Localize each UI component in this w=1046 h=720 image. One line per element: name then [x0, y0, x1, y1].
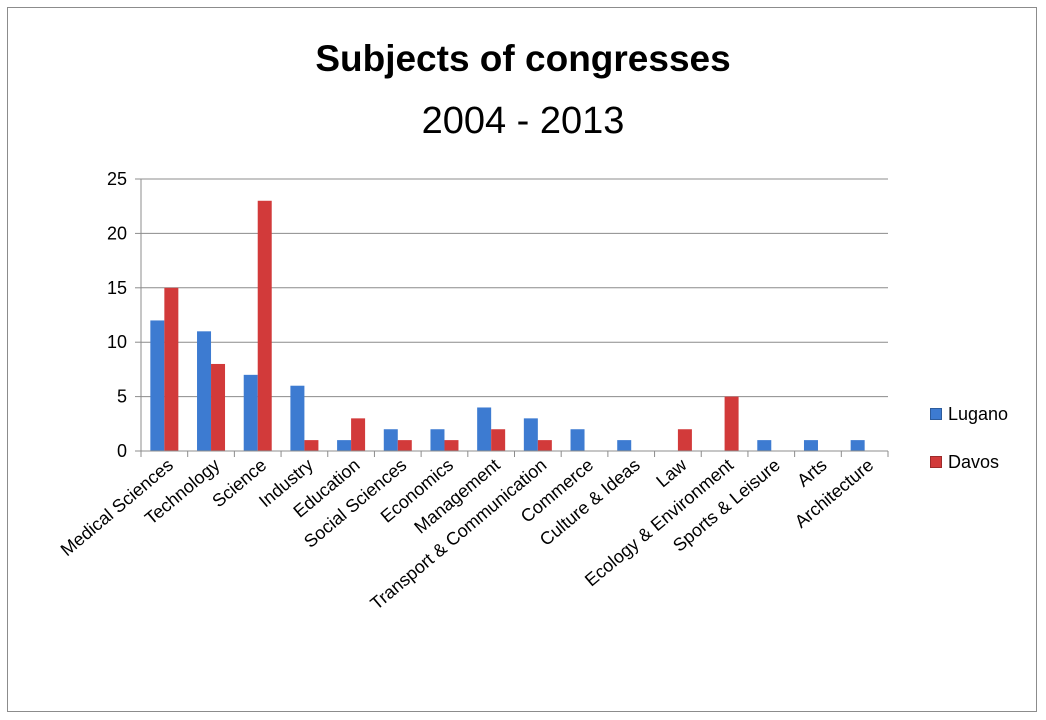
legend-label-lugano: Lugano	[948, 403, 1009, 424]
bar-lugano-education	[337, 440, 352, 451]
bar-davos-education	[351, 418, 366, 451]
bar-lugano-social-sciences	[383, 429, 398, 451]
bar-davos-industry	[304, 440, 319, 451]
y-tick-label: 20	[107, 223, 127, 243]
legend-item-davos: Davos	[930, 450, 1008, 474]
x-tick-label-arts: Arts	[793, 455, 830, 491]
bar-lugano-culture-and-ideas	[617, 440, 632, 451]
bar-davos-technology	[211, 363, 226, 451]
bar-lugano-architecture	[850, 440, 865, 451]
y-tick-label: 15	[107, 278, 127, 298]
bar-davos-management	[491, 429, 506, 451]
legend-item-lugano: Lugano	[930, 402, 1008, 426]
bar-lugano-sports-and-leisure	[757, 440, 772, 451]
legend-swatch-davos	[930, 456, 942, 468]
y-tick-label: 0	[117, 441, 127, 461]
bar-lugano-transport-and-communication	[523, 418, 538, 451]
bar-lugano-economics	[430, 429, 445, 451]
legend: Lugano Davos	[930, 402, 1008, 498]
x-axis-ticks: Medical SciencesTechnologyScienceIndustr…	[57, 451, 889, 614]
y-tick-label: 5	[117, 387, 127, 407]
bar-davos-transport-and-communication	[537, 440, 552, 451]
bar-davos-ecology-and-environment	[724, 396, 739, 451]
bar-lugano-arts	[803, 440, 818, 451]
bar-davos-science	[257, 200, 272, 451]
bar-lugano-management	[477, 407, 492, 451]
x-tick-label-law: Law	[652, 454, 691, 491]
bar-davos-economics	[444, 440, 459, 451]
bar-davos-social-sciences	[397, 440, 412, 451]
y-tick-label: 10	[107, 332, 127, 352]
bar-lugano-industry	[290, 385, 305, 451]
bar-davos-medical-sciences	[164, 287, 179, 451]
chart-subtitle: 2004 - 2013	[421, 100, 625, 142]
bar-davos-law	[677, 429, 692, 451]
chart-area	[7, 7, 1037, 712]
bar-lugano-commerce	[570, 429, 585, 451]
bar-lugano-medical-sciences	[150, 320, 165, 451]
chart-title: Subjects of congresses	[315, 38, 731, 79]
y-tick-label: 25	[107, 169, 127, 189]
bar-lugano-science	[243, 374, 258, 451]
bar-lugano-technology	[197, 331, 212, 451]
bars	[150, 200, 865, 451]
legend-swatch-lugano	[930, 408, 942, 420]
legend-label-davos: Davos	[948, 451, 1000, 472]
y-axis-ticks: 0 5 10 15 20 25	[107, 169, 141, 461]
